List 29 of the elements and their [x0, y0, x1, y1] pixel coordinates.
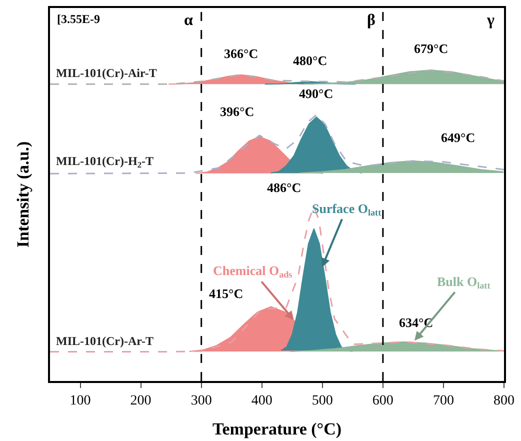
text: [3.55E-9: [57, 12, 100, 26]
annotation: 396°C: [220, 104, 254, 119]
x-tick-label: 700: [432, 394, 454, 409]
x-tick-label: 500: [312, 394, 333, 409]
x-tick-label: 400: [251, 394, 272, 409]
annotation: 634°C: [399, 315, 434, 330]
annotation: Bulk O$_{latt}$: [437, 274, 490, 291]
x-tick-label: 600: [372, 394, 394, 409]
x-tick-label: 200: [130, 394, 152, 409]
ref-line-label: α: [184, 12, 193, 29]
ref-line-label: β: [367, 12, 376, 29]
annotation: 415°C: [209, 286, 244, 301]
x-tick-label: 300: [190, 394, 212, 409]
text: γ: [486, 12, 495, 29]
annotation: 480°C: [293, 53, 328, 68]
annotation: Chemical O$_{ads}$: [213, 263, 293, 280]
series-label: MIL-101(Cr)-Air-T: [56, 66, 157, 80]
annotation: 679°C: [414, 41, 448, 56]
annotation: 486°C: [267, 180, 302, 195]
annotation: 649°C: [441, 130, 476, 145]
series-label: MIL-101(Cr)-H$_{2}$-T: [56, 154, 154, 170]
x-tick-label: 800: [494, 394, 514, 409]
annotation: Surface O$_{latt}$: [312, 201, 382, 218]
annotation: 366°C: [224, 46, 258, 61]
x-tick-label: 100: [70, 394, 91, 409]
y-axis-title: Intensity (a.u.): [13, 141, 32, 248]
series-label: MIL-101(Cr)-Ar-T: [56, 334, 154, 348]
x-axis-title: Temperature (°C): [212, 419, 342, 438]
annotation: 490°C: [299, 86, 334, 101]
